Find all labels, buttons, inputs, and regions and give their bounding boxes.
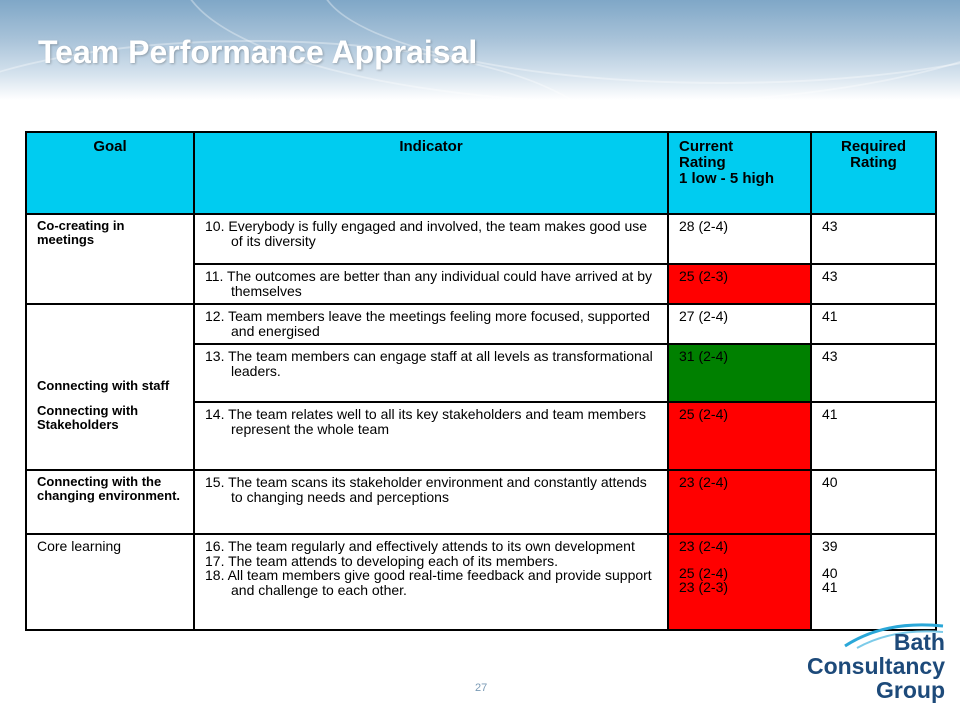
required-rating-cell: 43 — [810, 213, 937, 265]
required-rating-cell: 40 — [810, 469, 937, 535]
indicator-cell: 16. The team regularly and effectively a… — [193, 533, 669, 631]
indicator-text: 10. Everybody is fully engaged and invol… — [205, 218, 648, 249]
goal-stakeholders: Connecting with Stakeholders — [37, 403, 139, 432]
indicator-text: 17. The team attends to developing each … — [205, 552, 559, 569]
current-rating-cell: 25 (2-4) — [667, 401, 812, 471]
required-rating-cell: 41 — [810, 401, 937, 471]
required-rating-value: 41 — [822, 579, 838, 596]
header-current-line2: Rating — [679, 153, 726, 171]
header-required-rating: Required Rating — [810, 131, 937, 215]
rating-gap — [822, 554, 925, 566]
required-rating-value: 39 — [822, 538, 838, 554]
indicator-cell: 14. The team relates well to all its key… — [193, 401, 669, 471]
current-rating-value: 23 (2-4) — [679, 538, 729, 554]
indicator-text: 15. The team scans its stakeholder envir… — [205, 474, 647, 505]
current-rating-cell: 25 (2-3) — [667, 263, 812, 305]
indicator-cell: 13. The team members can engage staff at… — [193, 343, 669, 403]
goal-staff: Connecting with staff — [37, 377, 170, 393]
header-current-line3: 1 low - 5 high — [679, 169, 775, 187]
indicator-text: 14. The team relates well to all its key… — [205, 406, 646, 437]
rating-gap — [679, 554, 800, 566]
page-number: 27 — [475, 682, 488, 694]
current-rating-cell: 23 (2-4) — [667, 469, 812, 535]
goal-cell: Connecting with the changing environment… — [25, 469, 195, 535]
current-rating-cell: 23 (2-4) 25 (2-4) 23 (2-3) — [667, 533, 812, 631]
logo-line1: Bath — [893, 629, 945, 655]
indicator-cell: 11. The outcomes are better than any ind… — [193, 263, 669, 305]
table-header-row: Goal Indicator Current Rating 1 low - 5 … — [25, 131, 937, 215]
logo-text: Bath Consultancy Group — [807, 630, 945, 702]
logo-swoosh-icon — [844, 623, 944, 649]
indicator-cell: 15. The team scans its stakeholder envir… — [193, 469, 669, 535]
company-logo: Bath Consultancy Group — [805, 622, 945, 712]
header-required-line1: Required — [840, 138, 906, 155]
table-row: 13. The team members can engage staff at… — [26, 343, 937, 403]
indicator-text: 18. All team members give good real-time… — [205, 567, 652, 599]
indicator-text: 11. The outcomes are better than any ind… — [205, 268, 652, 299]
required-rating-cell: 43 — [810, 343, 937, 403]
current-rating-value: 23 (2-3) — [679, 579, 729, 596]
header-goal: Goal — [25, 131, 195, 215]
required-rating-cell: 39 40 41 — [810, 533, 937, 631]
table-row: 11. The outcomes are better than any ind… — [26, 263, 937, 305]
indicator-text: 16. The team regularly and effectively a… — [205, 538, 635, 554]
indicator-cell: 12. Team members leave the meetings feel… — [193, 303, 669, 345]
indicator-text: 13. The team members can engage staff at… — [205, 348, 653, 379]
required-rating-cell: 43 — [810, 263, 937, 305]
current-rating-cell: 28 (2-4) — [667, 213, 812, 265]
indicator-cell: 10. Everybody is fully engaged and invol… — [193, 213, 669, 265]
header-current-line1: Current — [679, 138, 734, 155]
logo-line2: Consultancy — [806, 653, 945, 679]
current-rating-cell: 31 (2-4) — [667, 343, 812, 403]
required-rating-value: 40 — [822, 564, 838, 581]
current-rating-value: 25 (2-4) — [679, 564, 729, 581]
goal-cell: Co-creating in meetings — [25, 213, 195, 305]
page-title: Team Performance Appraisal — [38, 34, 478, 70]
table-row: Core learning 16. The team regularly and… — [25, 533, 937, 631]
header-indicator: Indicator — [193, 131, 669, 215]
table-row: 14. The team relates well to all its key… — [26, 401, 937, 471]
goal-cell: Core learning — [25, 533, 195, 631]
logo-line3: Group — [876, 677, 945, 703]
header-required-line2: Rating — [850, 153, 897, 171]
required-rating-cell: 41 — [810, 303, 937, 345]
appraisal-table: Goal Indicator Current Rating 1 low - 5 … — [25, 131, 937, 631]
goal-cell: Connecting with staff Connecting with St… — [25, 303, 195, 471]
title-band — [0, 0, 960, 100]
header-current-rating: Current Rating 1 low - 5 high — [667, 131, 812, 215]
current-rating-cell: 27 (2-4) — [667, 303, 812, 345]
indicator-text: 12. Team members leave the meetings feel… — [205, 308, 650, 339]
table-row: Connecting with staff Connecting with St… — [25, 303, 937, 471]
table-row: Co-creating in meetings 10. Everybody is… — [25, 213, 937, 305]
table-row: Connecting with the changing environment… — [25, 469, 937, 535]
